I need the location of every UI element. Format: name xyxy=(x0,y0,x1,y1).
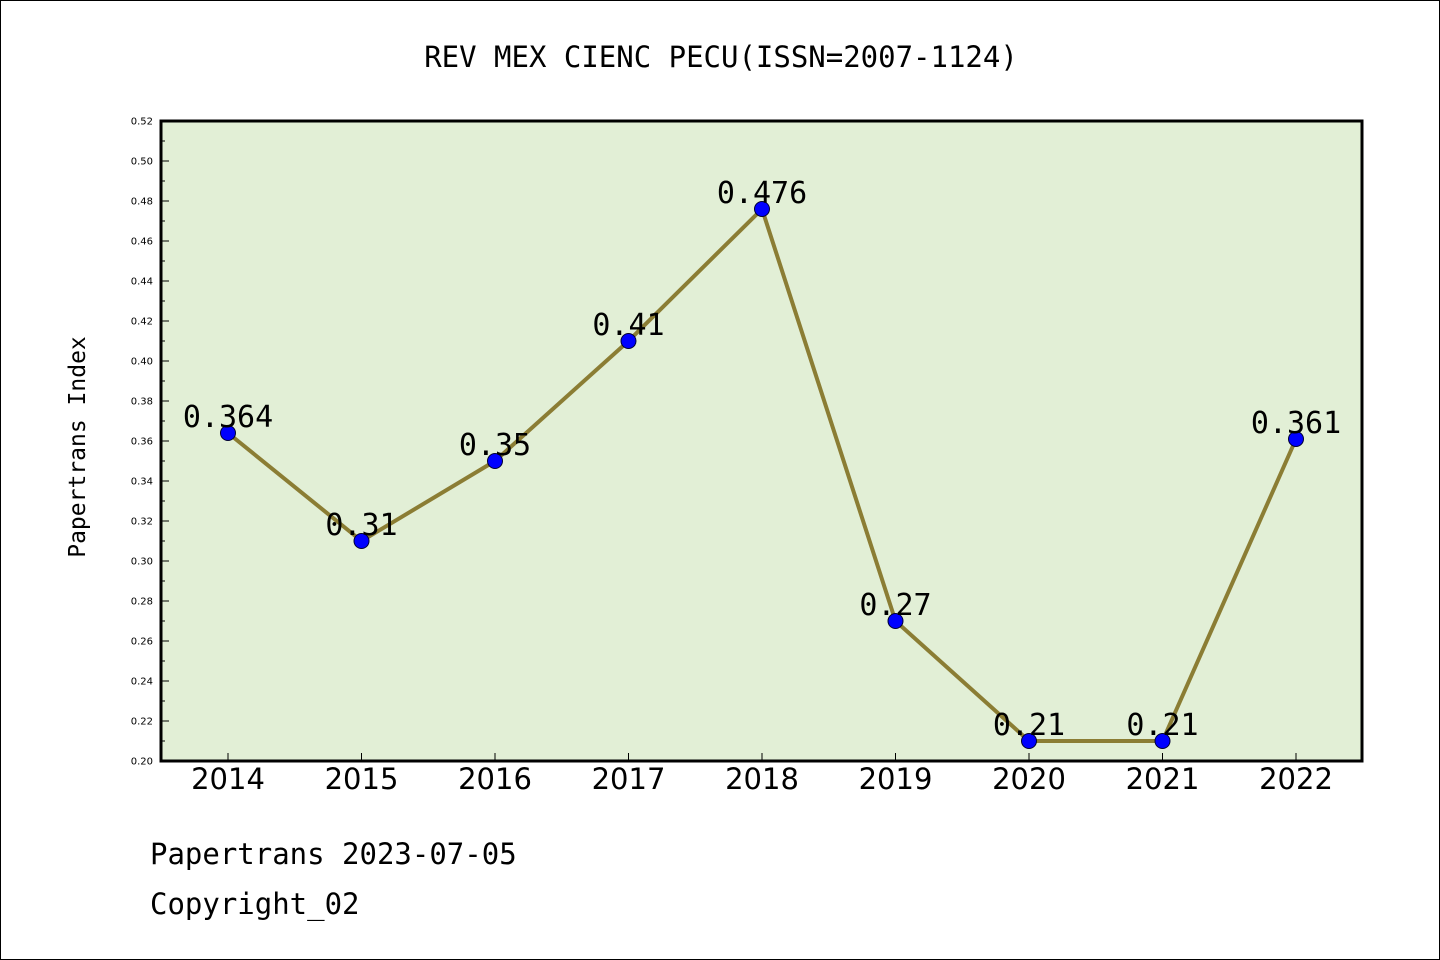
x-tick-label: 2016 xyxy=(458,762,532,796)
data-point xyxy=(887,613,904,629)
series-layer: 0.364 0.31 0.35 0.41 0.476 0.27 0.21 0.21 0.361 xyxy=(183,176,1341,749)
y-tick-label: 0.52 xyxy=(131,117,153,128)
y-tick-label: 0.22 xyxy=(131,717,153,728)
y-tick-label: 0.50 xyxy=(131,157,153,168)
x-tick-label: 2019 xyxy=(859,762,933,796)
y-tick-label: 0.46 xyxy=(131,237,153,248)
data-point xyxy=(353,533,370,549)
y-tick-label: 0.34 xyxy=(131,477,153,488)
data-point xyxy=(1021,733,1037,749)
y-tick-label: 0.30 xyxy=(131,557,153,568)
chart-title: REV MEX CIENC PECU(ISSN=2007-1124) xyxy=(424,40,1018,74)
y-axis: 0.20 0.22 0.24 0.26 0.28 0.30 0.32 0.34 0.36 0.38… xyxy=(131,117,169,768)
data-point xyxy=(1154,733,1171,749)
x-tick-label: 2018 xyxy=(725,762,799,796)
data-label: 0.35 xyxy=(459,428,531,463)
y-axis-label: Papertrans Index xyxy=(65,336,91,558)
data-label: 0.31 xyxy=(325,508,397,543)
footer-copyright-line: Copyright_02 xyxy=(150,887,360,921)
data-point xyxy=(220,425,236,441)
x-tick-label: 2017 xyxy=(592,762,666,796)
data-label: 0.27 xyxy=(859,588,931,623)
y-tick-label: 0.38 xyxy=(131,397,153,408)
x-tick-label: 2014 xyxy=(191,762,265,796)
y-tick-label: 0.28 xyxy=(131,597,153,608)
y-tick-label: 0.36 xyxy=(131,437,153,448)
data-label: 0.21 xyxy=(993,708,1065,743)
x-tick-label: 2020 xyxy=(992,762,1066,796)
y-tick-label: 0.20 xyxy=(131,757,153,768)
y-tick-label: 0.32 xyxy=(131,517,153,528)
footer-date-line: Papertrans 2023-07-05 xyxy=(150,837,517,871)
data-label: 0.21 xyxy=(1126,708,1198,743)
y-tick-label: 0.24 xyxy=(131,677,153,688)
data-point xyxy=(487,453,503,469)
plot-area xyxy=(159,119,1364,763)
data-label: 0.476 xyxy=(717,176,807,211)
x-tick-label: 2015 xyxy=(325,762,399,796)
x-tick-label: 2021 xyxy=(1126,762,1200,796)
data-label: 0.361 xyxy=(1251,406,1341,441)
y-tick-label: 0.44 xyxy=(131,277,153,288)
y-tick-label: 0.26 xyxy=(131,637,153,648)
data-point xyxy=(620,333,637,349)
y-tick-label: 0.48 xyxy=(131,197,153,208)
data-label: 0.364 xyxy=(183,400,273,435)
data-label: 0.41 xyxy=(592,308,664,343)
y-tick-label: 0.40 xyxy=(131,357,153,368)
x-axis: 2014 2015 2016 2017 2018 2019 2020 2021 2022 xyxy=(191,753,1333,796)
y-tick-label: 0.42 xyxy=(131,317,153,328)
data-point xyxy=(1288,431,1304,447)
data-point xyxy=(754,201,770,217)
x-tick-label: 2022 xyxy=(1259,762,1333,796)
